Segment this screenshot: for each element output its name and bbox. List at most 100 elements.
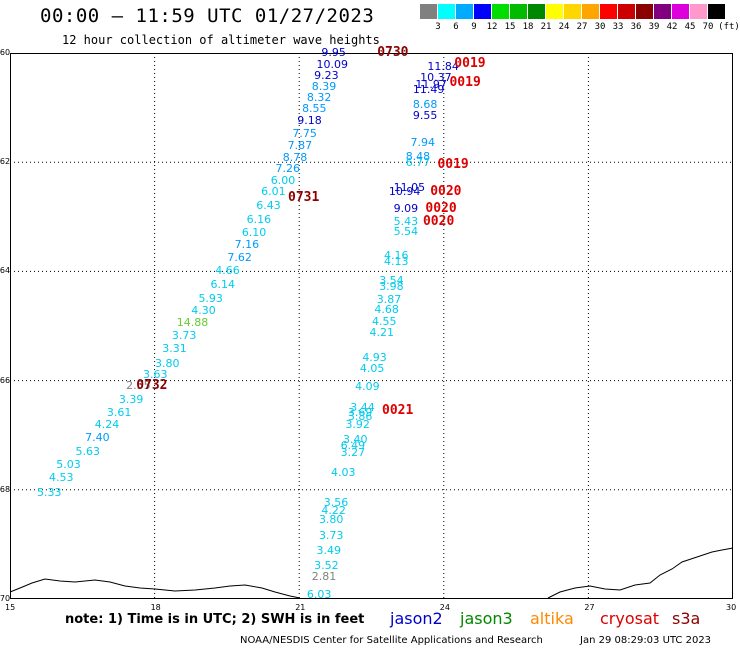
satellite-legend-jason2: jason2: [390, 609, 443, 628]
wave-height-reading: 5.33: [36, 485, 62, 499]
antarctic-coastline: [9, 547, 734, 599]
wave-height-reading: 4.16: [384, 249, 409, 263]
wave-height-reading: 3.54: [379, 274, 404, 288]
scale-swatch: [528, 4, 545, 19]
wave-height-reading: 4.55: [371, 314, 397, 328]
wave-height-reading: 3.87: [376, 292, 402, 306]
wave-height-reading: 9.23: [314, 68, 339, 82]
scale-swatch: [636, 4, 653, 19]
wave-height-reading: 11.97: [415, 77, 447, 91]
wave-height-reading: 3.73: [171, 328, 197, 342]
scale-swatch: [456, 4, 473, 19]
wave-height-reading: 3.98: [379, 279, 404, 293]
latitude-label: -64: [0, 266, 11, 276]
wave-height-reading: 9.09: [393, 201, 419, 215]
pass-time-label: 0731: [288, 189, 320, 205]
scale-swatch: [510, 4, 527, 19]
wave-height-reading: 4.30: [191, 303, 216, 317]
wave-height-reading: 7.87: [287, 138, 313, 152]
wave-height-reading: 7.75: [292, 126, 317, 140]
wave-height-reading: 6.43: [256, 198, 281, 212]
scale-label: 27: [576, 22, 588, 32]
pass-time-label: 0021: [382, 402, 414, 418]
wave-height-reading: 3.44: [350, 400, 375, 414]
wave-height-reading: 3.80: [318, 512, 344, 526]
credit-text: NOAA/NESDIS Center for Satellite Applica…: [240, 635, 543, 646]
pass-time-label: 0019: [454, 55, 486, 71]
longitude-label: 18: [150, 603, 161, 612]
wave-height-reading: 4.05: [359, 361, 385, 375]
latitude-label: -60: [0, 48, 11, 57]
page-subtitle: 12 hour collection of altimeter wave hei…: [62, 33, 380, 47]
wave-height-reading: 4.13: [384, 254, 409, 268]
scale-label: 9: [471, 22, 477, 32]
longitude-label: 27: [584, 603, 595, 612]
wave-height-reading: 4.68: [374, 302, 399, 316]
wave-height-reading: 3.39: [118, 392, 144, 406]
scale-swatch: [600, 4, 617, 19]
scale-unit: (ft): [718, 22, 740, 32]
wave-height-reading: 5.54: [393, 225, 419, 239]
wave-height-reading: 11.84: [427, 59, 459, 73]
pass-time-label: 0020: [422, 214, 455, 230]
wave-height-reading: 8.39: [311, 79, 337, 93]
satellite-legend-jason3: jason3: [460, 609, 513, 628]
pass-time-label: 0732: [136, 378, 168, 394]
wave-height-reading: 3.69: [347, 406, 373, 420]
wave-height-reading: 8.68: [412, 97, 438, 111]
pass-time-label: 0730: [377, 45, 409, 60]
scale-label: 21: [540, 22, 552, 32]
scale-label: 3: [435, 22, 441, 32]
wave-height-reading: 7.62: [227, 250, 252, 264]
scale-swatch: [618, 4, 635, 19]
longitude-label: 30: [726, 603, 737, 612]
wave-height-reading: 8.78: [282, 150, 308, 164]
wave-height-reading: 3.49: [316, 543, 342, 557]
wave-height-reading: 4.03: [330, 466, 356, 480]
wave-height-reading: 9.18: [297, 114, 322, 128]
wave-height-reading: 4.22: [321, 503, 346, 517]
wave-height-reading: 3.92: [345, 418, 370, 432]
wave-height-reading: 4.21: [369, 325, 395, 339]
wave-height-reading: 8.48: [405, 149, 431, 163]
wave-height-reading: 4.24: [94, 418, 120, 432]
wave-height-reading: 3.40: [343, 432, 368, 446]
scale-label: 18: [522, 22, 534, 32]
wave-height-reading: 2.81: [311, 570, 337, 584]
wave-height-reading: 3.56: [323, 496, 349, 510]
generated-timestamp: Jan 29 08:29:03 UTC 2023: [580, 635, 712, 646]
wave-height-reading: 6.00: [270, 174, 296, 188]
scale-swatch: [474, 4, 491, 19]
wave-height-reading: 3.31: [162, 341, 187, 355]
wave-height-reading: 4.66: [215, 264, 240, 278]
wave-height-reading: 6.14: [210, 278, 235, 292]
scale-swatch: [708, 4, 725, 19]
wave-height-reading: 3.61: [106, 406, 132, 420]
scale-label: 6: [453, 22, 459, 32]
pass-time-label: 0019: [437, 156, 469, 172]
wave-height-reading: 7.40: [85, 430, 110, 444]
scale-label: 24: [558, 22, 570, 32]
latitude-label: -66: [0, 375, 11, 385]
map-frame: [10, 53, 733, 599]
wave-height-reading: 4.93: [362, 350, 387, 364]
scale-label: 42: [666, 22, 678, 32]
scale-swatch: [582, 4, 599, 19]
wave-height-reading: 5.03: [56, 458, 81, 472]
wave-height-reading: 8.32: [306, 90, 332, 104]
pass-time-label: 0020: [430, 184, 462, 200]
scale-label: 36: [630, 22, 642, 32]
page-title: 00:00 – 11:59 UTC 01/27/2023: [40, 5, 375, 27]
scale-swatch: [654, 4, 671, 19]
wave-height-reading: 2.55: [126, 379, 151, 393]
scale-swatch: [672, 4, 689, 19]
scale-label: 15: [504, 22, 516, 32]
wave-height-reading: 6.03: [306, 587, 332, 601]
wave-height-reading: 4.09: [355, 380, 380, 394]
wave-height-reading: 10.09: [316, 58, 349, 71]
scale-swatch: [546, 4, 563, 19]
satellite-legend-altika: altika: [530, 609, 574, 628]
wave-height-reading: 10.94: [388, 185, 421, 199]
wave-height-reading: 3.52: [314, 559, 339, 573]
